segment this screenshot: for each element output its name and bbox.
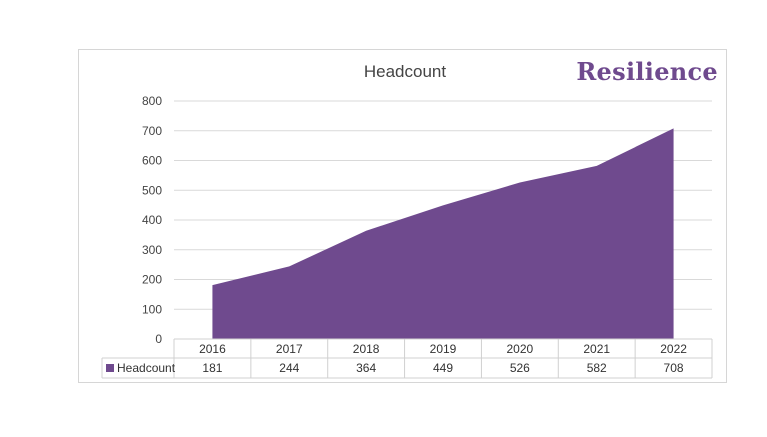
y-tick-label: 600 [142,154,162,168]
y-tick-label: 500 [142,183,162,197]
x-category-label: 2022 [660,342,687,356]
area-series-headcount [212,128,674,339]
chart-title: Headcount [363,62,447,81]
table-value: 708 [664,361,684,375]
y-tick-label: 300 [142,243,162,257]
table-value: 364 [356,361,376,375]
x-category-label: 2019 [430,342,457,356]
legend-swatch [106,364,114,372]
x-category-label: 2017 [276,342,303,356]
brand-logo: Resilience [576,57,718,86]
table-value: 526 [510,361,530,375]
legend-label: Headcount [117,361,176,375]
x-category-label: 2018 [353,342,380,356]
x-category-label: 2020 [507,342,534,356]
y-tick-label: 400 [142,213,162,227]
y-tick-label: 200 [142,273,162,287]
table-value: 449 [433,361,453,375]
y-tick-label: 100 [142,302,162,316]
y-tick-label: 700 [142,124,162,138]
y-tick-label: 800 [142,94,162,108]
table-value: 582 [587,361,607,375]
table-value: 181 [202,361,222,375]
table-value: 244 [279,361,299,375]
x-category-label: 2016 [199,342,226,356]
x-category-label: 2021 [583,342,610,356]
y-tick-label: 0 [155,332,162,346]
